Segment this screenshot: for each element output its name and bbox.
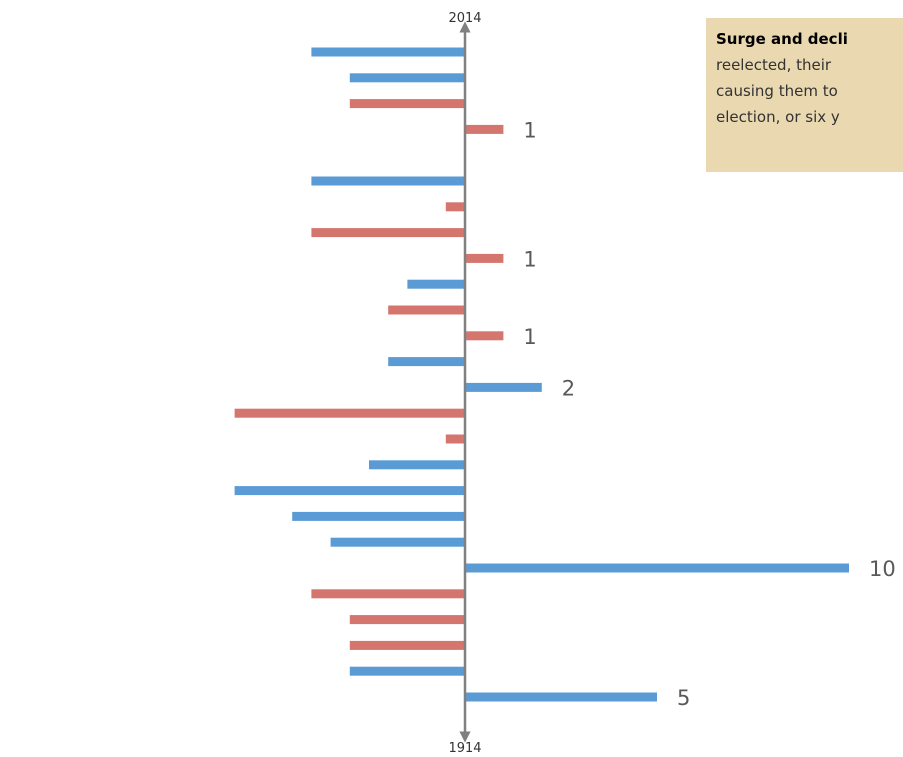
- bar-3: [465, 124, 504, 134]
- bar-10: [388, 305, 465, 315]
- bar-19: [330, 537, 465, 547]
- bar-5: [311, 176, 465, 186]
- bar-22: [349, 615, 465, 625]
- bar-1: [349, 73, 465, 83]
- bar-8: [465, 253, 504, 263]
- bar-13: [465, 382, 542, 392]
- note-line-2: causing them to: [716, 82, 838, 100]
- bar-11: [465, 331, 504, 341]
- bar-20: [465, 563, 849, 573]
- bar-23: [349, 640, 465, 650]
- bar-18: [292, 511, 465, 521]
- bar-17: [234, 486, 465, 496]
- bar-7: [311, 228, 465, 238]
- bar-value-label-20: 10: [869, 557, 896, 581]
- bar-21: [311, 589, 465, 599]
- axis-bottom-label: 1914: [448, 741, 481, 756]
- bar-24: [349, 666, 465, 676]
- note-line-3: election, or six y: [716, 108, 840, 126]
- bars-group: [234, 47, 849, 702]
- bar-6: [445, 202, 465, 212]
- bar-16: [369, 460, 465, 470]
- axis-top-label: 2014: [448, 11, 481, 26]
- note-line-1: reelected, their: [716, 56, 832, 74]
- bar-value-label-11: 1: [523, 325, 536, 349]
- bar-25: [465, 692, 657, 702]
- bar-value-label-25: 5: [677, 686, 690, 710]
- bar-value-label-3: 1: [523, 118, 536, 142]
- bar-12: [388, 357, 465, 367]
- bar-2: [349, 99, 465, 109]
- bar-14: [234, 408, 465, 418]
- bar-value-label-8: 1: [523, 247, 536, 271]
- value-labels-group: 1 1 1 2 10 5: [523, 118, 895, 710]
- bar-value-label-13: 2: [562, 376, 575, 400]
- bar-15: [445, 434, 465, 444]
- note-title: Surge and decli: [716, 30, 848, 48]
- annotation-note: Surge and decli reelected, their causing…: [706, 18, 903, 172]
- bar-9: [407, 279, 465, 289]
- bar-0: [311, 47, 465, 57]
